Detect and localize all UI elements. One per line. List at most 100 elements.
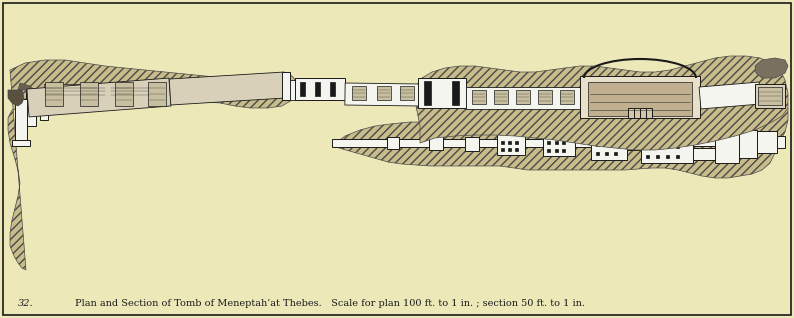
Bar bbox=[555, 149, 558, 152]
Bar bbox=[758, 87, 782, 105]
Bar bbox=[562, 141, 565, 144]
Bar bbox=[757, 131, 777, 153]
Bar bbox=[352, 86, 366, 100]
Bar bbox=[591, 132, 627, 160]
Text: Plan and Section of Tomb of Meneptah’at Thebes.   Scale for plan 100 ft. to 1 in: Plan and Section of Tomb of Meneptah’at … bbox=[75, 299, 585, 308]
Bar bbox=[465, 137, 479, 151]
Bar bbox=[575, 139, 591, 147]
Bar bbox=[656, 145, 659, 148]
Bar bbox=[777, 136, 785, 148]
Bar bbox=[755, 84, 785, 108]
Polygon shape bbox=[332, 100, 788, 178]
Bar bbox=[40, 96, 48, 120]
Bar bbox=[685, 111, 693, 125]
Bar bbox=[641, 125, 693, 163]
Bar bbox=[15, 99, 27, 143]
Bar bbox=[110, 84, 150, 98]
Polygon shape bbox=[290, 80, 340, 100]
Bar bbox=[399, 139, 429, 147]
Bar bbox=[614, 143, 617, 146]
Polygon shape bbox=[169, 72, 286, 105]
Bar bbox=[596, 143, 599, 146]
Bar bbox=[560, 90, 574, 104]
Bar bbox=[80, 82, 98, 106]
Text: 32.: 32. bbox=[18, 299, 33, 308]
Bar bbox=[646, 145, 649, 148]
Bar bbox=[515, 141, 518, 144]
Polygon shape bbox=[414, 56, 788, 150]
Polygon shape bbox=[345, 83, 420, 106]
Bar bbox=[543, 134, 575, 156]
Bar bbox=[605, 152, 608, 155]
Bar bbox=[479, 139, 497, 147]
Bar bbox=[452, 81, 459, 105]
Bar bbox=[666, 135, 669, 138]
Bar bbox=[666, 155, 669, 158]
Bar bbox=[515, 148, 518, 151]
Bar bbox=[115, 82, 133, 106]
Bar bbox=[665, 111, 683, 125]
Polygon shape bbox=[8, 60, 298, 270]
Polygon shape bbox=[27, 78, 171, 117]
Polygon shape bbox=[18, 83, 40, 103]
Bar bbox=[148, 82, 166, 106]
Bar bbox=[26, 90, 36, 126]
Bar bbox=[424, 81, 431, 105]
Bar bbox=[666, 145, 669, 148]
Bar bbox=[676, 155, 679, 158]
Bar bbox=[45, 82, 63, 106]
Bar bbox=[501, 141, 504, 144]
Bar bbox=[516, 90, 530, 104]
Bar bbox=[605, 143, 608, 146]
Bar bbox=[547, 149, 550, 152]
Bar bbox=[387, 137, 399, 149]
Bar bbox=[547, 141, 550, 144]
Bar bbox=[12, 140, 30, 146]
Bar bbox=[588, 82, 692, 116]
Bar bbox=[676, 145, 679, 148]
Bar bbox=[418, 78, 466, 108]
Bar bbox=[538, 90, 552, 104]
Bar bbox=[715, 125, 739, 163]
Bar bbox=[555, 141, 558, 144]
Bar bbox=[44, 84, 106, 98]
Bar bbox=[627, 142, 641, 150]
Bar bbox=[656, 135, 659, 138]
Polygon shape bbox=[640, 74, 780, 114]
Bar bbox=[646, 108, 652, 118]
Bar bbox=[443, 139, 465, 147]
Polygon shape bbox=[8, 90, 24, 106]
Bar bbox=[591, 122, 606, 132]
Bar bbox=[646, 155, 649, 158]
Polygon shape bbox=[44, 90, 106, 112]
Bar bbox=[676, 135, 679, 138]
Bar bbox=[501, 148, 504, 151]
Bar bbox=[612, 122, 627, 132]
Bar bbox=[300, 82, 305, 96]
Bar bbox=[739, 130, 757, 158]
Bar bbox=[494, 90, 508, 104]
Bar bbox=[580, 76, 700, 118]
Bar bbox=[508, 141, 511, 144]
Bar bbox=[282, 72, 290, 100]
Bar bbox=[295, 78, 345, 100]
Bar bbox=[332, 139, 387, 147]
Bar bbox=[497, 133, 525, 155]
Polygon shape bbox=[755, 58, 788, 78]
Bar bbox=[628, 108, 634, 118]
Bar bbox=[614, 152, 617, 155]
Bar bbox=[596, 152, 599, 155]
Bar bbox=[693, 134, 715, 146]
Polygon shape bbox=[699, 82, 761, 109]
Bar bbox=[656, 155, 659, 158]
Polygon shape bbox=[466, 87, 580, 109]
Bar bbox=[525, 139, 543, 147]
Bar bbox=[315, 82, 320, 96]
Bar bbox=[693, 148, 715, 160]
Bar bbox=[646, 135, 649, 138]
Bar bbox=[400, 86, 414, 100]
Bar bbox=[429, 136, 443, 150]
Bar bbox=[330, 82, 335, 96]
Bar bbox=[640, 108, 646, 118]
Bar bbox=[645, 111, 663, 125]
